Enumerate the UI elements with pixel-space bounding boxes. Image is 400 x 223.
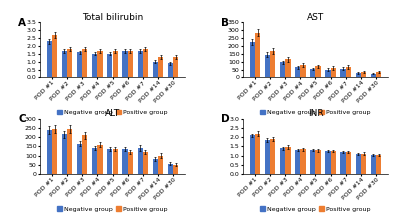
Bar xyxy=(285,147,290,174)
Bar xyxy=(255,33,260,77)
Bar xyxy=(143,49,148,77)
Bar xyxy=(295,150,300,174)
Bar xyxy=(340,152,346,174)
Bar xyxy=(107,149,112,174)
Bar xyxy=(285,59,290,77)
Bar xyxy=(280,148,285,174)
Bar xyxy=(346,152,351,174)
Bar xyxy=(270,139,275,174)
Text: C: C xyxy=(18,114,26,124)
Bar xyxy=(255,134,260,174)
Bar xyxy=(310,69,316,77)
Bar xyxy=(265,140,270,174)
Bar xyxy=(92,148,97,174)
Bar xyxy=(331,151,336,174)
Bar xyxy=(112,51,118,77)
Bar xyxy=(67,129,72,174)
Bar xyxy=(340,69,346,77)
Bar xyxy=(173,57,178,77)
Bar xyxy=(122,149,128,174)
Text: D: D xyxy=(221,114,230,124)
Bar xyxy=(376,72,382,77)
Bar xyxy=(371,74,376,77)
Bar xyxy=(316,66,321,77)
Bar xyxy=(300,149,306,174)
Bar xyxy=(46,41,52,77)
Text: A: A xyxy=(18,18,26,28)
Bar xyxy=(295,67,300,77)
Title: ALT: ALT xyxy=(105,109,120,118)
Bar xyxy=(158,156,163,174)
Bar xyxy=(250,135,255,174)
Bar xyxy=(316,150,321,174)
Bar xyxy=(356,154,361,174)
Bar xyxy=(77,52,82,77)
Bar xyxy=(168,164,173,174)
Bar xyxy=(62,51,67,77)
Bar xyxy=(46,130,52,174)
Bar xyxy=(325,70,331,77)
Bar xyxy=(77,144,82,174)
Bar xyxy=(346,67,351,77)
Bar xyxy=(62,134,67,174)
Bar xyxy=(331,68,336,77)
Bar xyxy=(356,73,361,77)
Legend: Negative group, Positive group: Negative group, Positive group xyxy=(57,206,168,212)
Bar xyxy=(376,155,382,174)
Bar xyxy=(153,159,158,174)
Title: AST: AST xyxy=(307,12,324,22)
Legend: Negative group, Positive group: Negative group, Positive group xyxy=(260,109,371,116)
Bar xyxy=(270,51,275,77)
Bar xyxy=(82,49,88,77)
Bar xyxy=(310,150,316,174)
Legend: Negative group, Positive group: Negative group, Positive group xyxy=(57,109,168,116)
Bar xyxy=(82,135,88,174)
Bar xyxy=(128,152,133,174)
Title: Total bilirubin: Total bilirubin xyxy=(82,12,143,22)
Bar xyxy=(325,151,331,174)
Bar xyxy=(138,51,143,77)
Bar xyxy=(97,145,103,174)
Bar xyxy=(250,42,255,77)
Bar xyxy=(361,154,366,174)
Bar xyxy=(280,62,285,77)
Bar xyxy=(143,152,148,174)
Bar xyxy=(300,65,306,77)
Bar xyxy=(153,62,158,77)
Bar xyxy=(97,51,103,77)
Text: B: B xyxy=(221,18,229,28)
Bar xyxy=(158,57,163,77)
Bar xyxy=(107,54,112,77)
Bar xyxy=(371,155,376,174)
Bar xyxy=(112,149,118,174)
Bar xyxy=(128,51,133,77)
Bar xyxy=(138,148,143,174)
Bar xyxy=(173,165,178,174)
Bar xyxy=(52,35,57,77)
Bar xyxy=(361,72,366,77)
Title: INR: INR xyxy=(308,109,323,118)
Bar xyxy=(52,129,57,174)
Bar xyxy=(168,63,173,77)
Legend: Negative group, Positive group: Negative group, Positive group xyxy=(260,206,371,212)
Bar xyxy=(122,51,128,77)
Bar xyxy=(92,54,97,77)
Bar xyxy=(67,49,72,77)
Bar xyxy=(265,55,270,77)
